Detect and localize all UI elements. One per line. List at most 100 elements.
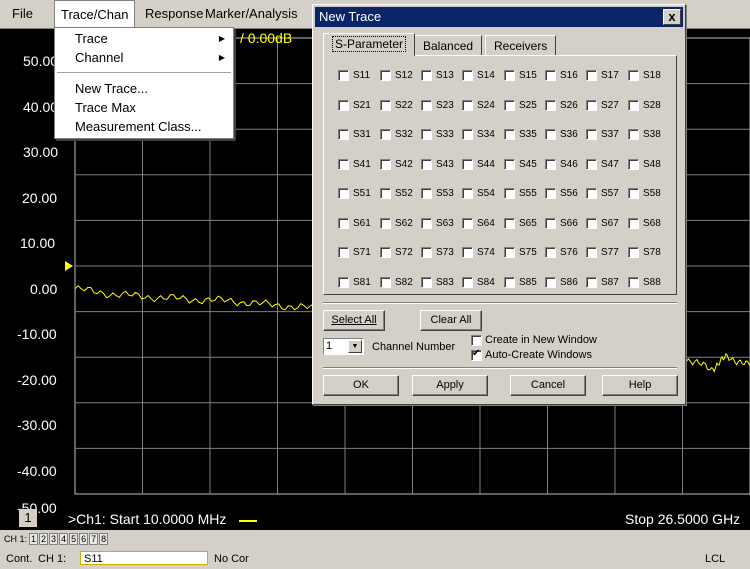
checkbox-s21[interactable] (338, 100, 349, 111)
checkbox-s76[interactable] (545, 247, 556, 258)
checkbox-s61[interactable] (338, 218, 349, 229)
checkbox-s63[interactable] (421, 218, 432, 229)
checkbox-s85[interactable] (504, 277, 515, 288)
clear-all-button[interactable]: Clear All (420, 310, 482, 331)
menu-response[interactable]: Response (145, 6, 204, 21)
y-axis-tick-label: 40.00 (23, 98, 59, 115)
checkbox-s35[interactable] (504, 129, 515, 140)
checkbox-s18[interactable] (628, 70, 639, 81)
channel-cell[interactable]: 5 (69, 533, 79, 545)
menu-item-channel[interactable]: Channel (75, 50, 123, 65)
chevron-down-icon[interactable]: ▼ (348, 340, 362, 353)
channel-cell[interactable]: 7 (89, 533, 99, 545)
checkbox-s45[interactable] (504, 159, 515, 170)
menu-item-measurement-class[interactable]: Measurement Class... (75, 119, 202, 134)
checkbox-s56[interactable] (545, 188, 556, 199)
checkbox-s25[interactable] (504, 100, 515, 111)
channel-cell[interactable]: 6 (79, 533, 89, 545)
create-new-window-checkbox[interactable] (471, 335, 482, 346)
checkbox-s34[interactable] (462, 129, 473, 140)
label-s32: S32 (395, 129, 413, 140)
checkbox-s71[interactable] (338, 247, 349, 258)
menu-marker-analysis[interactable]: Marker/Analysis (205, 6, 298, 21)
menu-trace-chan[interactable]: Trace/Chan (54, 0, 136, 28)
tab-s-parameter[interactable]: S-Parameter (323, 33, 416, 56)
checkbox-s82[interactable] (380, 277, 391, 288)
channel-indicator[interactable]: 1 (19, 509, 37, 527)
checkbox-s65[interactable] (504, 218, 515, 229)
checkbox-s17[interactable] (586, 70, 597, 81)
checkbox-s24[interactable] (462, 100, 473, 111)
checkbox-s15[interactable] (504, 70, 515, 81)
channel-cell[interactable]: 8 (99, 533, 109, 545)
checkbox-s44[interactable] (462, 159, 473, 170)
tab-receivers[interactable]: Receivers (485, 35, 557, 55)
channel-cell[interactable]: 2 (39, 533, 49, 545)
checkbox-s73[interactable] (421, 247, 432, 258)
checkbox-s75[interactable] (504, 247, 515, 258)
checkbox-s77[interactable] (586, 247, 597, 258)
checkbox-s84[interactable] (462, 277, 473, 288)
checkbox-s13[interactable] (421, 70, 432, 81)
checkbox-s14[interactable] (462, 70, 473, 81)
checkbox-s87[interactable] (586, 277, 597, 288)
checkbox-s52[interactable] (380, 188, 391, 199)
checkbox-s68[interactable] (628, 218, 639, 229)
checkbox-s42[interactable] (380, 159, 391, 170)
checkbox-s88[interactable] (628, 277, 639, 288)
checkbox-s33[interactable] (421, 129, 432, 140)
checkbox-s23[interactable] (421, 100, 432, 111)
checkbox-s11[interactable] (338, 70, 349, 81)
checkbox-s62[interactable] (380, 218, 391, 229)
checkbox-s72[interactable] (380, 247, 391, 258)
channel-cell[interactable]: 4 (59, 533, 69, 545)
checkbox-s64[interactable] (462, 218, 473, 229)
auto-create-windows-checkbox[interactable]: ✔ (471, 348, 482, 361)
checkbox-s58[interactable] (628, 188, 639, 199)
channel-cell[interactable]: 3 (49, 533, 59, 545)
checkbox-s37[interactable] (586, 129, 597, 140)
measurement-box[interactable]: S11 (80, 551, 208, 565)
close-button[interactable]: x (663, 9, 681, 25)
checkbox-s47[interactable] (586, 159, 597, 170)
checkbox-s55[interactable] (504, 188, 515, 199)
channel-number-select[interactable]: 1 ▼ (323, 338, 364, 355)
tab-balanced[interactable]: Balanced (414, 35, 483, 55)
checkbox-s78[interactable] (628, 247, 639, 258)
menu-file[interactable]: File (12, 6, 33, 21)
menu-item-new-trace[interactable]: New Trace... (75, 81, 148, 96)
checkbox-s83[interactable] (421, 277, 432, 288)
checkbox-s22[interactable] (380, 100, 391, 111)
checkbox-s74[interactable] (462, 247, 473, 258)
checkbox-s57[interactable] (586, 188, 597, 199)
checkbox-s86[interactable] (545, 277, 556, 288)
help-button[interactable]: Help (602, 375, 678, 396)
select-all-button[interactable]: Select All (323, 310, 385, 331)
checkbox-s51[interactable] (338, 188, 349, 199)
checkbox-s36[interactable] (545, 129, 556, 140)
ok-button[interactable]: OK (323, 375, 399, 396)
checkbox-s32[interactable] (380, 129, 391, 140)
menu-item-trace[interactable]: Trace (75, 31, 108, 46)
checkbox-s26[interactable] (545, 100, 556, 111)
checkbox-s12[interactable] (380, 70, 391, 81)
menu-item-trace-max[interactable]: Trace Max (75, 100, 136, 115)
checkbox-s27[interactable] (586, 100, 597, 111)
checkbox-s41[interactable] (338, 159, 349, 170)
cancel-button[interactable]: Cancel (510, 375, 586, 396)
checkbox-s48[interactable] (628, 159, 639, 170)
checkbox-s81[interactable] (338, 277, 349, 288)
checkbox-s66[interactable] (545, 218, 556, 229)
checkbox-s67[interactable] (586, 218, 597, 229)
checkbox-s54[interactable] (462, 188, 473, 199)
channel-cell[interactable]: 1 (29, 533, 39, 545)
checkbox-s38[interactable] (628, 129, 639, 140)
apply-button[interactable]: Apply (412, 375, 488, 396)
checkbox-s31[interactable] (338, 129, 349, 140)
checkbox-s16[interactable] (545, 70, 556, 81)
checkbox-s53[interactable] (421, 188, 432, 199)
checkbox-s28[interactable] (628, 100, 639, 111)
checkbox-s46[interactable] (545, 159, 556, 170)
checkbox-s43[interactable] (421, 159, 432, 170)
dialog-titlebar[interactable]: New Trace x (315, 7, 683, 27)
